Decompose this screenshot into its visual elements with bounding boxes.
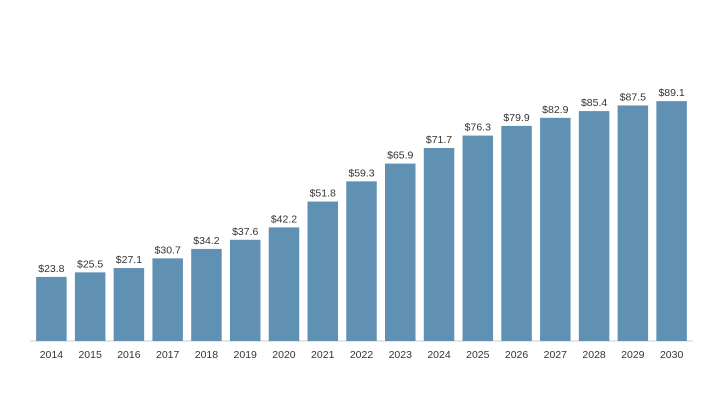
data-label-2021: $51.8	[310, 188, 336, 200]
x-tick-label-2030: 2030	[660, 349, 684, 361]
x-tick-label-2021: 2021	[311, 349, 335, 361]
data-label-2024: $71.7	[426, 134, 452, 146]
bar-2014	[36, 276, 67, 341]
data-label-2020: $42.2	[271, 213, 297, 225]
x-tick-label-2025: 2025	[466, 349, 490, 361]
x-tick-label-2016: 2016	[117, 349, 141, 361]
x-tick-label-2019: 2019	[234, 349, 258, 361]
x-tick-label-2023: 2023	[389, 349, 413, 361]
x-tick-label-2017: 2017	[156, 349, 180, 361]
bar-2020	[268, 227, 300, 341]
bar-2028	[578, 111, 610, 341]
bar-2023	[385, 163, 416, 341]
bar-2026	[501, 125, 532, 341]
bar-2024	[423, 147, 455, 341]
bars-group	[36, 101, 687, 341]
bar-2027	[540, 117, 571, 341]
bar-2022	[346, 181, 377, 341]
x-tick-label-2014: 2014	[40, 349, 64, 361]
x-tick-label-2015: 2015	[78, 349, 102, 361]
x-tick-label-2024: 2024	[427, 349, 451, 361]
x-tick-label-2026: 2026	[505, 349, 529, 361]
bar-2030	[656, 101, 687, 341]
bar-2021	[307, 201, 338, 341]
data-label-2027: $82.9	[542, 104, 568, 116]
x-tick-label-2028: 2028	[582, 349, 606, 361]
data-label-2014: $23.8	[38, 263, 64, 275]
data-label-2017: $30.7	[155, 244, 181, 256]
bar-2017	[152, 258, 183, 341]
data-label-2019: $37.6	[232, 226, 258, 238]
bar-2029	[617, 105, 649, 341]
x-tick-labels-group: 2014 2015 2016 2017 2018 2019 2020 2021 2022 2023…	[40, 349, 684, 361]
bar-2016	[113, 268, 145, 341]
data-label-2018: $34.2	[193, 235, 219, 247]
x-tick-label-2027: 2027	[544, 349, 568, 361]
x-tick-label-2018: 2018	[195, 349, 219, 361]
bar-2015	[74, 272, 106, 341]
x-tick-label-2022: 2022	[350, 349, 374, 361]
data-label-2015: $25.5	[77, 258, 103, 270]
data-label-2026: $79.9	[503, 112, 529, 124]
data-label-2022: $59.3	[348, 167, 374, 179]
data-label-2028: $85.4	[581, 97, 607, 109]
data-label-2030: $89.1	[658, 87, 684, 99]
data-label-2025: $76.3	[465, 122, 491, 134]
data-label-2029: $87.5	[620, 91, 646, 103]
bar-2018	[191, 248, 222, 341]
x-tick-label-2029: 2029	[621, 349, 645, 361]
bar-2025	[462, 135, 494, 341]
x-tick-label-2020: 2020	[272, 349, 296, 361]
data-label-2023: $65.9	[387, 150, 413, 162]
data-label-2016: $27.1	[116, 254, 142, 266]
data-labels-group: $23.8 $25.5 $27.1 $30.7 $34.2 $37.6 $42.2 $51.8…	[38, 87, 685, 275]
bar-2019	[229, 239, 261, 341]
